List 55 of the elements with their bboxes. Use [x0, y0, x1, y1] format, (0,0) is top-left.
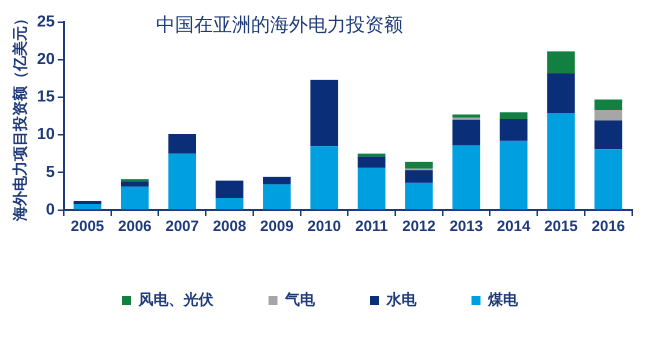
x-tick-label: 2013 [450, 218, 483, 236]
bar [216, 180, 244, 198]
bar [216, 198, 244, 210]
bar [594, 110, 622, 121]
x-tick-label: 2010 [308, 218, 341, 236]
legend-label: 水电 [386, 290, 418, 308]
legend-label: 风电、光伏 [138, 290, 214, 308]
x-tick-label: 2012 [402, 218, 436, 236]
bar [500, 119, 528, 141]
y-tick-label: 5 [46, 164, 55, 181]
chart-title: 中国在亚洲的海外电力投资额 [156, 14, 404, 36]
bar [452, 120, 480, 146]
bar [310, 80, 338, 146]
bar [405, 182, 433, 210]
bar [168, 154, 196, 210]
bar [405, 162, 433, 169]
bar [452, 114, 480, 118]
bar [547, 112, 575, 210]
bar [358, 168, 386, 210]
y-axis-title: 海外电力项目投资额（亿美元） [10, 11, 29, 222]
bar [452, 145, 480, 210]
x-tick-label: 2007 [165, 218, 199, 236]
bar [120, 181, 149, 187]
x-tick-label: 2015 [544, 218, 578, 236]
bar [310, 146, 338, 210]
y-tick-label: 10 [37, 126, 55, 144]
bar [547, 51, 575, 74]
bar [168, 134, 196, 154]
x-tick-label: 2016 [592, 218, 626, 236]
bar [594, 99, 622, 110]
x-tick-label: 2011 [355, 218, 388, 236]
bar [120, 186, 149, 210]
y-tick-label: 0 [46, 201, 55, 218]
legend-label: 煤电 [487, 290, 519, 308]
x-tick-label: 2008 [212, 218, 246, 236]
bar [500, 140, 528, 210]
bar [594, 120, 622, 150]
bar [500, 112, 528, 120]
y-tick-label: 20 [37, 51, 55, 68]
bar [358, 154, 386, 157]
x-tick-label: 2006 [118, 218, 152, 236]
y-tick-label: 25 [37, 13, 55, 30]
bar [263, 176, 291, 184]
x-tick-label: 2014 [496, 218, 531, 236]
legend-label: 气电 [284, 290, 316, 308]
bar [74, 204, 102, 210]
x-tick-label: 2005 [70, 218, 104, 236]
bar [74, 200, 102, 204]
bar [547, 73, 575, 113]
bar [263, 184, 291, 210]
bar [405, 170, 433, 183]
bar [358, 156, 386, 168]
y-tick-label: 15 [37, 88, 55, 106]
x-tick-label: 2009 [260, 218, 294, 236]
bar [594, 149, 622, 210]
